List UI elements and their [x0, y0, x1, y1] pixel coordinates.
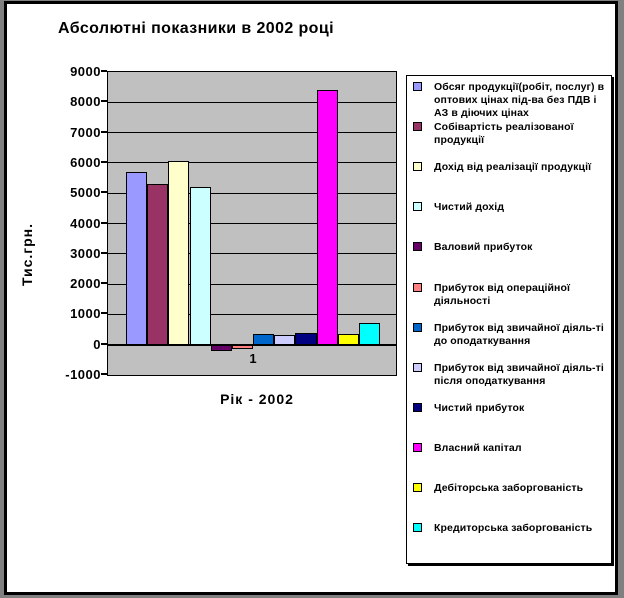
- bar-series-9[interactable]: [295, 333, 317, 345]
- legend-item[interactable]: Прибуток від звичайної діяль-ті до опода…: [412, 322, 608, 348]
- gridline: [108, 132, 396, 134]
- legend-swatch-icon: [413, 122, 422, 132]
- gridline: [108, 283, 396, 285]
- y-tick-mark: [101, 160, 107, 163]
- legend-label: Прибуток від звичайної діяль-ті після оп…: [434, 361, 604, 387]
- legend-swatch-icon: [413, 162, 422, 172]
- legend[interactable]: Обсяг продукції(робіт, послуг) в оптових…: [406, 75, 612, 564]
- y-tick-label: 5000: [70, 185, 101, 201]
- legend-label: Чистий дохід: [434, 201, 505, 214]
- legend-item[interactable]: Кредиторська заборгованість: [412, 522, 608, 535]
- bar-series-3[interactable]: [168, 161, 190, 345]
- y-tick-mark: [101, 312, 107, 315]
- x-tick-label: 1: [249, 351, 257, 366]
- y-tick-label: 6000: [70, 154, 101, 170]
- legend-label: Валовий прибуток: [434, 241, 533, 254]
- chart-canvas[interactable]: Абсолютні показники в 2002 році Тис.грн.…: [4, 1, 618, 595]
- legend-swatch-icon: [413, 442, 422, 452]
- x-axis-title: Рік - 2002: [220, 391, 294, 407]
- y-tick-label: 1000: [70, 306, 101, 322]
- gridline: [108, 101, 396, 103]
- legend-item[interactable]: Прибуток від операційної діяльності: [412, 282, 608, 308]
- legend-swatch-icon: [413, 202, 422, 212]
- bar-series-11[interactable]: [337, 334, 359, 345]
- y-tick-mark: [101, 221, 107, 224]
- legend-swatch-icon: [413, 322, 422, 332]
- bar-series-2[interactable]: [147, 184, 169, 345]
- legend-label: Чистий прибуток: [434, 401, 525, 414]
- chart-title: Абсолютні показники в 2002 році: [58, 20, 334, 37]
- y-tick-label: -1000: [65, 367, 101, 382]
- legend-swatch-icon: [413, 523, 422, 533]
- legend-label: Кредиторська заборгованість: [434, 522, 593, 535]
- legend-swatch-icon: [413, 242, 422, 252]
- legend-item[interactable]: Валовий прибуток: [412, 241, 608, 254]
- legend-item[interactable]: Прибуток від звичайної діяль-ті після оп…: [412, 362, 608, 388]
- y-tick-mark: [101, 342, 107, 345]
- legend-swatch-icon: [413, 402, 422, 412]
- bar-series-7[interactable]: [253, 334, 275, 345]
- y-tick-mark: [101, 70, 107, 72]
- y-tick-mark: [101, 191, 107, 194]
- gridline: [108, 192, 396, 194]
- legend-label: Прибуток від звичайної діяль-ті до опода…: [434, 321, 604, 347]
- bar-series-5[interactable]: [210, 344, 232, 351]
- y-tick-label: 7000: [70, 124, 101, 140]
- legend-item[interactable]: Дохід від реалізації продукції: [412, 161, 608, 174]
- y-tick-mark: [101, 251, 107, 254]
- bar-series-6[interactable]: [231, 344, 253, 350]
- legend-label: Обсяг продукції(робіт, послуг) в оптових…: [434, 81, 605, 119]
- legend-label: Прибуток від операційної діяльності: [434, 281, 571, 307]
- legend-swatch-icon: [413, 483, 422, 492]
- legend-item[interactable]: Собівартість реалізованої продукції: [412, 121, 608, 147]
- plot-area[interactable]: 1: [107, 71, 397, 376]
- y-tick-mark: [101, 373, 107, 375]
- y-tick-label: 3000: [70, 245, 101, 261]
- y-tick-mark: [101, 100, 107, 103]
- bar-series-1[interactable]: [126, 171, 148, 345]
- legend-label: Собівартість реалізованої продукції: [434, 121, 574, 147]
- bar-series-12[interactable]: [358, 323, 381, 345]
- y-tick-mark: [101, 282, 107, 285]
- bar-series-8[interactable]: [274, 335, 296, 345]
- legend-item[interactable]: Обсяг продукції(робіт, послуг) в оптових…: [412, 81, 608, 120]
- legend-item[interactable]: Дебіторська заборгованість: [412, 482, 608, 495]
- bar-series-4[interactable]: [189, 187, 211, 345]
- gridline: [108, 162, 396, 164]
- gridline: [108, 313, 396, 315]
- legend-label: Дохід від реалізації продукції: [434, 161, 592, 174]
- gridline: [108, 253, 396, 255]
- legend-label: Власний капітал: [434, 441, 522, 454]
- gridline: [108, 223, 396, 224]
- legend-item[interactable]: Чистий прибуток: [412, 402, 608, 415]
- bar-series-10[interactable]: [316, 90, 338, 345]
- legend-item[interactable]: Чистий дохід: [412, 201, 608, 214]
- y-tick-label: 0: [93, 336, 101, 352]
- y-tick-label: 2000: [70, 276, 101, 292]
- legend-item[interactable]: Власний капітал: [412, 442, 608, 455]
- legend-swatch-icon: [413, 82, 422, 91]
- y-tick-mark: [101, 130, 107, 133]
- legend-label: Дебіторська заборгованість: [434, 482, 584, 494]
- y-tick-label: 9000: [70, 64, 101, 79]
- y-tick-label: 4000: [70, 215, 101, 231]
- y-tick-label: 8000: [70, 94, 101, 110]
- legend-swatch-icon: [413, 282, 422, 292]
- legend-swatch-icon: [413, 362, 422, 372]
